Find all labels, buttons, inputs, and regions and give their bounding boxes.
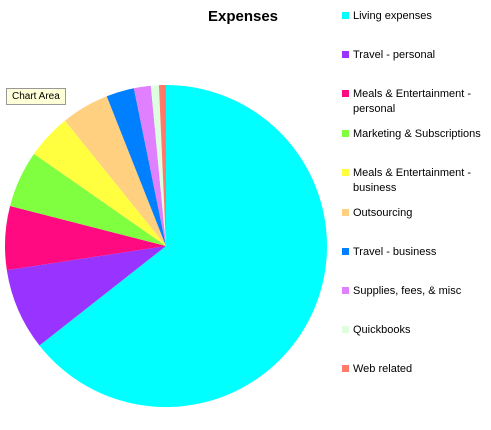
pie-slice [106,88,166,246]
legend-label: Quickbooks [353,324,411,336]
pie-slice [64,96,166,246]
legend-label: Meals & Entertainment - business [353,167,471,194]
pie-slice [133,85,166,246]
pie [5,85,328,407]
pie-slice [10,153,167,246]
legend-swatch [342,12,349,19]
pie-slice [150,85,166,246]
legend-label: Marketing & Subscriptions [353,128,481,140]
legend-item: Travel - personal [340,48,488,63]
legend-item: Outsourcing [340,206,488,221]
legend-label: Outsourcing [353,207,413,219]
legend-label: Meals & Entertainment - personal [353,88,471,115]
legend-label: Living expenses [353,10,432,22]
legend-swatch [342,326,349,333]
pie-slice [158,85,166,246]
legend-swatch [342,90,349,97]
legend-label: Web related [353,363,413,375]
pie-slice [33,120,167,246]
legend-item: Living expenses [340,9,488,24]
legend-swatch [342,287,349,294]
pie-slice [6,246,166,346]
legend-item: Meals & Entertainment - business [340,166,488,196]
legend-swatch [342,209,349,216]
legend-item: Quickbooks [340,323,488,338]
legend-swatch [342,169,349,176]
legend-item: Supplies, fees, & misc [340,284,488,299]
legend-swatch [342,130,349,137]
legend-swatch [342,248,349,255]
legend-item: Meals & Entertainment - personal [340,87,488,117]
pie-slice [5,205,167,271]
legend-label: Supplies, fees, & misc [353,285,462,297]
tooltip: Chart Area [6,88,66,105]
legend-label: Travel - business [353,246,437,258]
legend-swatch [342,51,349,58]
legend-label: Travel - personal [353,49,436,61]
pie-slice [39,85,328,407]
legend-swatch [342,365,349,372]
chart-title: Expenses [208,8,278,25]
legend-item: Marketing & Subscriptions [340,127,488,142]
legend-item: Web related [340,362,488,377]
legend-item: Travel - business [340,245,488,260]
